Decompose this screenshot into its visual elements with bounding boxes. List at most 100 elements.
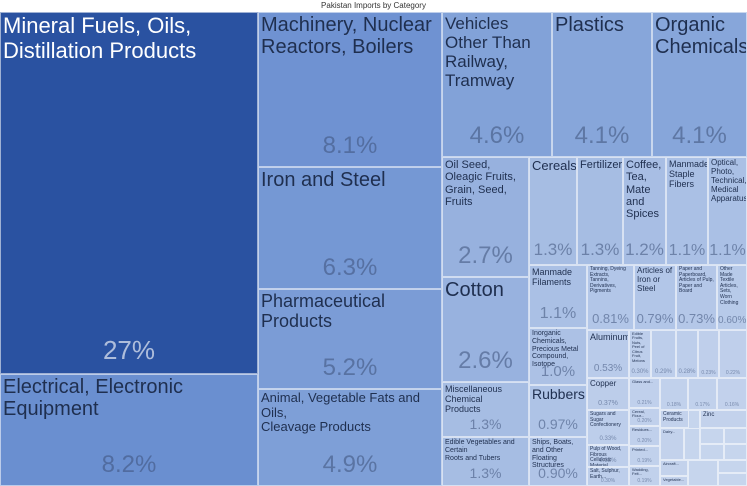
- treemap-tile-cereal-flour[interactable]: Cereal, Flour... 0.20%: [629, 408, 660, 426]
- tile-label: Manmade Staple Fibers: [669, 159, 708, 190]
- tile-value-label: 0.30%: [600, 478, 616, 484]
- tile-label: Machinery, Nuclear Reactors, Boilers: [261, 14, 432, 59]
- tile-label: Edible Vegetables and Certain Roots and …: [445, 439, 515, 462]
- treemap-tile-other-made-textile-articles-sets-worn-cl[interactable]: Other Made Textile Articles, Sets, Worn …: [717, 265, 747, 330]
- tile-value-label: 0.73%: [678, 311, 715, 326]
- tile-label: Organic Chemicals: [655, 14, 747, 59]
- tile-label: Paper and Paperboard, Articles of Pulp, …: [679, 266, 714, 295]
- treemap-tile-cotton[interactable]: Cotton 2.6%: [442, 277, 529, 382]
- treemap-tile-copper[interactable]: Copper 0.37%: [587, 378, 629, 410]
- treemap-tile-inorganic-chemicals-precious-metal-compo[interactable]: Inorganic Chemicals, Precious Metal Comp…: [529, 328, 587, 385]
- tile-value-label: 0.16%: [724, 402, 740, 408]
- tile-label: Zinc: [703, 412, 715, 418]
- treemap-tile-paper-and-paperboard-articles-of-pulp-pa[interactable]: Paper and Paperboard, Articles of Pulp, …: [676, 265, 717, 330]
- treemap-tile-vehicles-other-than-railway-tramway[interactable]: Vehicles Other Than Railway, Tramway 4.6%: [442, 12, 552, 157]
- treemap-tile-tanning-dyeing-extracts-tannins-derivati[interactable]: Tanning, Dyeing Extracts, Tannins, Deriv…: [587, 265, 634, 330]
- treemap-tile-fertilizers[interactable]: Fertilizers 1.3%: [577, 157, 623, 265]
- tile-label: Electrical, Electronic Equipment: [3, 376, 184, 421]
- tile-value-label: 0.23%: [701, 370, 716, 376]
- treemap-tile-minor[interactable]: [724, 428, 747, 444]
- treemap-tile-zinc[interactable]: Zinc: [700, 410, 747, 428]
- treemap-tile-iron-and-steel[interactable]: Iron and Steel 6.3%: [258, 167, 442, 289]
- tile-value-label: 0.19%: [637, 458, 652, 464]
- treemap-tile-machinery-nuclear-reactors-boilers[interactable]: Machinery, Nuclear Reactors, Boilers 8.1%: [258, 12, 442, 167]
- treemap-tile-plastics[interactable]: Plastics 4.1%: [552, 12, 652, 157]
- tile-label: Aircraft...: [663, 461, 680, 466]
- tile-label: Vehicles Other Than Railway, Tramway: [445, 14, 531, 91]
- tile-value-label: 1.2%: [625, 240, 664, 259]
- treemap-tile-aircraft[interactable]: Aircraft...: [660, 460, 688, 476]
- treemap-tile-minor[interactable]: [718, 473, 747, 486]
- treemap-tile-manmade-filaments[interactable]: Manmade Filaments 1.1%: [529, 265, 587, 328]
- tile-value-label: 0.18%: [666, 402, 682, 408]
- tile-label: Vegetable...: [663, 477, 685, 482]
- treemap-tile-salt-sulphur-earth[interactable]: Salt, Sulphur, Earth... 0.30%: [587, 467, 629, 486]
- tile-label: Ships, Boats, and Other Floating Structu…: [532, 439, 574, 470]
- tile-label: Optical, Photo, Technical, Medical Appar…: [711, 158, 747, 203]
- treemap-tile-aluminum[interactable]: Aluminum 0.53%: [587, 330, 629, 378]
- treemap-tile-dairy[interactable]: Dairy...: [660, 428, 684, 460]
- treemap-tile-wadding-felt[interactable]: Wadding, Felt... 0.19%: [629, 466, 660, 486]
- tile-value-label: 0.60%: [718, 315, 747, 326]
- treemap-tile-electrical-electronic-equipment[interactable]: Electrical, Electronic Equipment 8.2%: [0, 374, 258, 486]
- treemap-tile-manmade-staple-fibers[interactable]: Manmade Staple Fibers 1.1%: [666, 157, 708, 265]
- treemap-tile-minor[interactable]: [700, 444, 724, 460]
- treemap-tile-sugars-and-sugar-confectionery[interactable]: Sugars and Sugar Confectionery 0.33%: [587, 410, 629, 445]
- tile-value-label: 5.2%: [322, 354, 378, 381]
- treemap-tile-small-0-23[interactable]: 0.23%: [698, 330, 719, 378]
- tile-value-label: 1.3%: [469, 416, 502, 432]
- treemap-tile-small-0-16[interactable]: 0.16%: [717, 378, 747, 410]
- treemap-tile-minor[interactable]: [684, 428, 700, 460]
- tile-value-label: 0.28%: [678, 369, 696, 375]
- tile-value-label: 2.6%: [458, 347, 513, 374]
- tile-label: Manmade Filaments: [532, 267, 573, 288]
- treemap-tile-small-0-18[interactable]: 0.18%: [660, 378, 688, 410]
- treemap-tile-minor[interactable]: [724, 444, 747, 460]
- treemap-tile-edible-vegetables-and-certain-roots-and-[interactable]: Edible Vegetables and Certain Roots and …: [442, 437, 529, 486]
- treemap-tile-articles-of-iron-or-steel[interactable]: Articles of Iron or Steel 0.79%: [634, 265, 676, 330]
- treemap-tile-pulp-of-wood-fibrous-cellulosic-material[interactable]: Pulp of Wood, Fibrous Cellulosic Materia…: [587, 445, 629, 467]
- treemap-tile-minor[interactable]: [700, 428, 724, 444]
- treemap-tile-cereals[interactable]: Cereals 1.3%: [529, 157, 577, 265]
- treemap-tile-edible-fruits-nuts-peel-of-citrus-fruit-[interactable]: Edible Fruits, Nuts, Peel of Citrus Frui…: [629, 330, 651, 378]
- tile-value-label: 4.1%: [672, 122, 727, 149]
- tile-label: Glass and...: [632, 379, 654, 384]
- treemap-tile-coffee-tea-mate-and-spices[interactable]: Coffee, Tea, Mate and Spices 1.2%: [623, 157, 666, 265]
- tile-label: Articles of Iron or Steel: [637, 266, 673, 293]
- tile-value-label: 2.7%: [458, 242, 513, 269]
- treemap-tile-residues[interactable]: Residues... 0.20%: [629, 426, 660, 446]
- treemap-tile-small-0-17[interactable]: 0.17%: [688, 378, 717, 410]
- tile-value-label: 1.1%: [539, 305, 577, 322]
- treemap-tile-animal-vegetable-fats-and-oils-cleavage-[interactable]: Animal, Vegetable Fats and Oils, Cleavag…: [258, 389, 442, 486]
- treemap-tile-vegetable[interactable]: Vegetable...: [660, 476, 688, 486]
- tile-label: Coffee, Tea, Mate and Spices: [626, 159, 662, 221]
- tile-value-label: 0.17%: [695, 402, 710, 408]
- tile-label: Dairy...: [663, 429, 676, 434]
- treemap-tile-printed[interactable]: Printed... 0.19%: [629, 446, 660, 466]
- tile-value-label: 27%: [102, 335, 156, 365]
- treemap-tile-glass-and[interactable]: Glass and... 0.21%: [629, 378, 660, 408]
- treemap-tile-small-0-22[interactable]: 0.22%: [719, 330, 747, 378]
- treemap-tile-minor[interactable]: [718, 460, 747, 473]
- tile-value-label: 0.32%: [599, 458, 617, 464]
- treemap-tile-miscellaneous-chemical-products[interactable]: Miscellaneous Chemical Products 1.3%: [442, 382, 529, 437]
- treemap-tile-minor[interactable]: [688, 460, 718, 486]
- tile-label: Plastics: [555, 14, 624, 36]
- treemap: Mineral Fuels, Oils, Distillation Produc…: [0, 12, 747, 486]
- tile-label: Cereals: [532, 158, 577, 173]
- tile-value-label: 1.3%: [469, 465, 502, 481]
- treemap-tile-organic-chemicals[interactable]: Organic Chemicals 4.1%: [652, 12, 747, 157]
- tile-label: Cotton: [445, 279, 504, 301]
- tile-value-label: 8.1%: [322, 132, 378, 159]
- treemap-tile-small-0-28[interactable]: 0.28%: [676, 330, 698, 378]
- treemap-tile-rubbers[interactable]: Rubbers 0.97%: [529, 385, 587, 437]
- treemap-tile-pharmaceutical-products[interactable]: Pharmaceutical Products 5.2%: [258, 289, 442, 389]
- tile-value-label: 6.3%: [322, 254, 378, 281]
- treemap-tile-optical-photo-technical-medical-apparatu[interactable]: Optical, Photo, Technical, Medical Appar…: [708, 157, 747, 265]
- treemap-tile-mineral-fuels-oils-distillation-products[interactable]: Mineral Fuels, Oils, Distillation Produc…: [0, 12, 258, 374]
- treemap-tile-oil-seed-oleagic-fruits-grain-seed-fruit[interactable]: Oil Seed, Oleagic Fruits, Grain, Seed, F…: [442, 157, 529, 277]
- tile-label: Pharmaceutical Products: [261, 291, 386, 332]
- treemap-tile-ships-boats-and-other-floating-structure[interactable]: Ships, Boats, and Other Floating Structu…: [529, 437, 587, 486]
- tile-value-label: 0.97%: [538, 416, 578, 432]
- treemap-tile-small-0-29[interactable]: 0.29%: [651, 330, 676, 378]
